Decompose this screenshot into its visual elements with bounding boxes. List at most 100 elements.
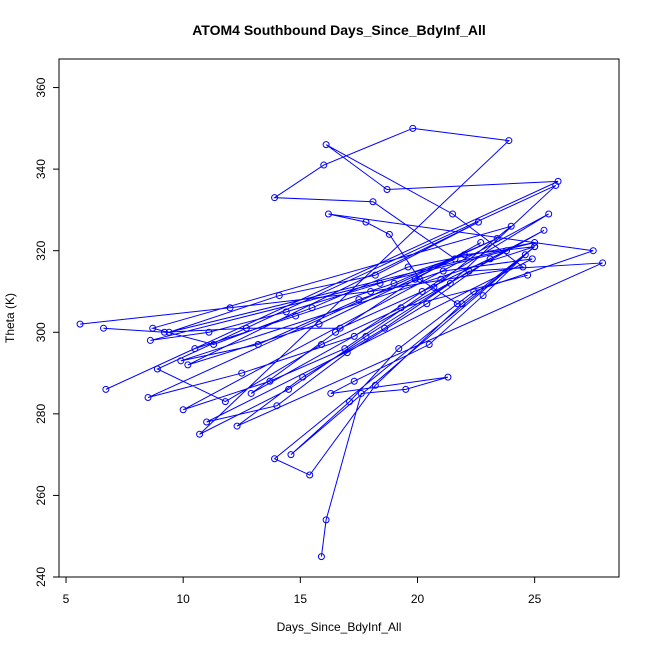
data-point bbox=[383, 186, 391, 194]
data-point bbox=[477, 239, 485, 247]
data-point bbox=[205, 328, 213, 336]
plot-frame bbox=[58, 58, 620, 578]
data-point bbox=[315, 320, 323, 328]
data-point bbox=[350, 332, 358, 340]
axis-layer: 5 10 15 20 25 240 260 280 300 320 340 360 bbox=[34, 77, 542, 606]
data-point bbox=[589, 247, 597, 255]
data-point bbox=[153, 365, 161, 373]
data-point bbox=[411, 275, 419, 283]
data-point bbox=[540, 226, 548, 234]
data-point bbox=[320, 161, 328, 169]
data-point bbox=[395, 345, 403, 353]
data-point bbox=[357, 389, 365, 397]
data-point bbox=[254, 341, 262, 349]
data-point bbox=[446, 279, 454, 287]
data-point bbox=[210, 341, 218, 349]
data-point bbox=[346, 398, 354, 406]
data-point bbox=[486, 255, 494, 263]
data-point bbox=[322, 516, 330, 524]
data-point bbox=[233, 422, 241, 430]
data-point bbox=[552, 181, 560, 189]
data-point bbox=[273, 402, 281, 410]
data-point bbox=[102, 385, 110, 393]
data-point bbox=[350, 377, 358, 385]
data-point bbox=[599, 259, 607, 267]
data-point bbox=[444, 373, 452, 381]
data-point bbox=[371, 381, 379, 389]
y-tick-label: 280 bbox=[34, 404, 48, 424]
data-point bbox=[184, 361, 192, 369]
series-line bbox=[273, 213, 594, 557]
data-point bbox=[100, 324, 108, 332]
data-point bbox=[160, 328, 168, 336]
data-point bbox=[179, 406, 187, 414]
y-tick-label: 240 bbox=[34, 567, 48, 587]
data-point bbox=[362, 218, 370, 226]
data-point bbox=[247, 389, 255, 397]
data-point bbox=[226, 304, 234, 312]
y-tick-label: 360 bbox=[34, 77, 48, 97]
data-point bbox=[385, 230, 393, 238]
data-point bbox=[423, 300, 431, 308]
x-tick-label: 20 bbox=[411, 592, 425, 606]
data-point bbox=[271, 455, 279, 463]
data-point bbox=[376, 279, 384, 287]
y-tick-label: 300 bbox=[34, 322, 48, 342]
x-tick-label: 15 bbox=[294, 592, 308, 606]
data-point bbox=[439, 267, 447, 275]
data-point bbox=[418, 287, 426, 295]
data-point bbox=[221, 398, 229, 406]
data-point bbox=[306, 471, 314, 479]
data-point bbox=[545, 210, 553, 218]
x-tick-label: 25 bbox=[528, 592, 542, 606]
data-point bbox=[505, 137, 513, 145]
data-point bbox=[369, 198, 377, 206]
y-tick-label: 320 bbox=[34, 240, 48, 260]
y-axis-label: Theta (K) bbox=[3, 293, 17, 343]
data-point bbox=[238, 369, 246, 377]
data-point bbox=[191, 345, 199, 353]
data-point bbox=[554, 177, 562, 185]
x-tick-label: 10 bbox=[177, 592, 191, 606]
data-point bbox=[460, 251, 468, 259]
data-point bbox=[362, 332, 370, 340]
data-point bbox=[324, 210, 332, 218]
data-point bbox=[287, 451, 295, 459]
data-point bbox=[521, 251, 529, 259]
data-point bbox=[409, 124, 417, 132]
data-point bbox=[308, 304, 316, 312]
data-point bbox=[371, 271, 379, 279]
data-point bbox=[479, 292, 487, 300]
data-point bbox=[367, 287, 375, 295]
data-point bbox=[528, 255, 536, 263]
data-point bbox=[355, 296, 363, 304]
x-tick-label: 5 bbox=[63, 592, 70, 606]
data-point bbox=[331, 328, 339, 336]
chart-title: ATOM4 Southbound Days_Since_BdyInf_All bbox=[192, 22, 486, 38]
data-point bbox=[242, 324, 250, 332]
data-point bbox=[390, 279, 398, 287]
data-point bbox=[196, 430, 204, 438]
data-point bbox=[327, 389, 335, 397]
data-point bbox=[453, 300, 461, 308]
data-point bbox=[425, 341, 433, 349]
data-point bbox=[275, 292, 283, 300]
data-point bbox=[285, 385, 293, 393]
data-point bbox=[282, 308, 290, 316]
data-point bbox=[203, 418, 211, 426]
data-point bbox=[402, 385, 410, 393]
data-point bbox=[144, 394, 152, 402]
y-tick-label: 340 bbox=[34, 159, 48, 179]
data-point bbox=[507, 222, 515, 230]
data-point bbox=[503, 247, 511, 255]
data-point bbox=[317, 553, 325, 561]
x-axis-label: Days_Since_BdyInf_All bbox=[277, 620, 402, 634]
data-point bbox=[341, 345, 349, 353]
data-point bbox=[336, 324, 344, 332]
data-point bbox=[458, 300, 466, 308]
data-point bbox=[76, 320, 84, 328]
y-tick-label: 260 bbox=[34, 485, 48, 505]
data-point bbox=[322, 141, 330, 149]
series-layer bbox=[76, 124, 607, 561]
data-point bbox=[271, 194, 279, 202]
